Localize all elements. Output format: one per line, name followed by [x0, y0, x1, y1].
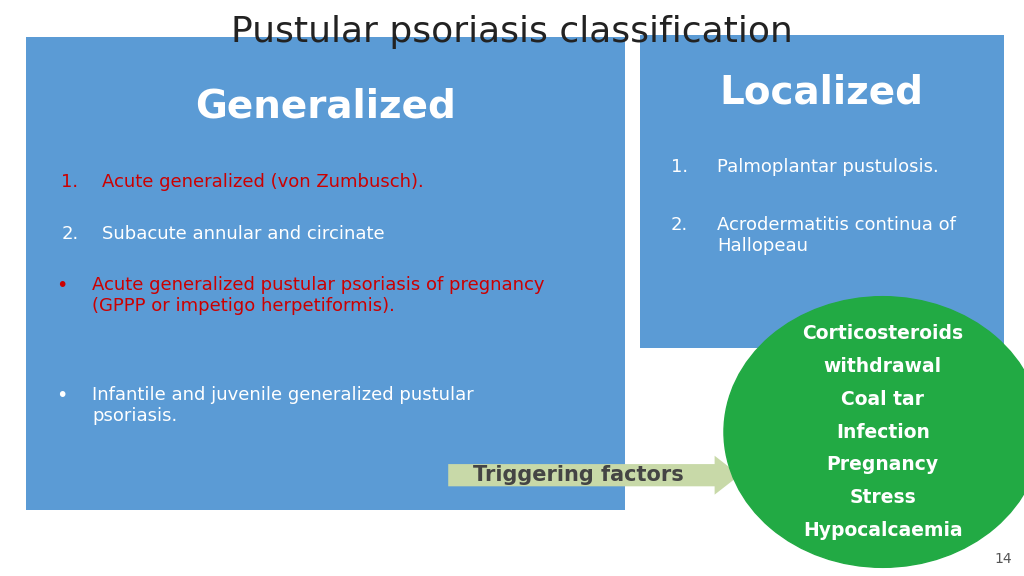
Text: Acute generalized (von Zumbusch).: Acute generalized (von Zumbusch).	[102, 173, 424, 191]
FancyArrowPatch shape	[449, 456, 739, 495]
Text: 2.: 2.	[61, 225, 79, 242]
Text: Pregnancy: Pregnancy	[826, 456, 939, 474]
Text: Infantile and juvenile generalized pustular
psoriasis.: Infantile and juvenile generalized pustu…	[92, 386, 474, 425]
Text: withdrawal: withdrawal	[823, 357, 942, 376]
FancyBboxPatch shape	[640, 35, 1004, 348]
Text: Stress: Stress	[849, 488, 916, 507]
Ellipse shape	[724, 297, 1024, 567]
Text: Generalized: Generalized	[195, 88, 456, 126]
Text: Palmoplantar pustulosis.: Palmoplantar pustulosis.	[717, 158, 939, 176]
Text: Acrodermatitis continua of
Hallopeau: Acrodermatitis continua of Hallopeau	[717, 216, 955, 255]
Text: Coal tar: Coal tar	[841, 390, 925, 408]
Text: Pustular psoriasis classification: Pustular psoriasis classification	[231, 14, 793, 49]
Text: 2.: 2.	[671, 216, 688, 234]
Text: Corticosteroids: Corticosteroids	[802, 324, 964, 343]
Text: Localized: Localized	[720, 73, 924, 111]
Text: Infection: Infection	[836, 423, 930, 441]
Text: Subacute annular and circinate: Subacute annular and circinate	[102, 225, 385, 242]
FancyBboxPatch shape	[26, 37, 625, 510]
Text: 14: 14	[994, 552, 1012, 566]
Text: Hypocalcaemia: Hypocalcaemia	[803, 521, 963, 540]
Text: •: •	[56, 276, 68, 295]
Text: Acute generalized pustular psoriasis of pregnancy
(GPPP or impetigo herpetiformi: Acute generalized pustular psoriasis of …	[92, 276, 545, 315]
Text: •: •	[56, 386, 68, 405]
Text: 1.: 1.	[61, 173, 79, 191]
Text: Triggering factors: Triggering factors	[473, 465, 684, 485]
Text: 1.: 1.	[671, 158, 688, 176]
